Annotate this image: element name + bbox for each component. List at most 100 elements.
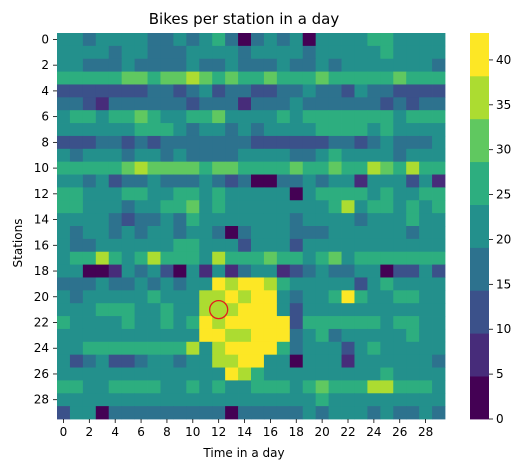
heatmap-cell <box>160 406 174 420</box>
heatmap-cell <box>367 97 381 111</box>
heatmap-cell <box>225 174 239 188</box>
heatmap-cell <box>212 33 226 47</box>
heatmap-cell <box>289 161 304 175</box>
heatmap-cell <box>354 71 368 85</box>
heatmap-cell <box>121 328 135 343</box>
heatmap-cell <box>186 380 200 394</box>
heatmap-cell <box>315 406 329 420</box>
heatmap-cell <box>354 84 368 98</box>
heatmap-cell <box>276 97 291 111</box>
heatmap-cell <box>328 341 342 356</box>
heatmap-cell <box>367 187 381 201</box>
heatmap-cell <box>238 84 252 98</box>
heatmap-cell <box>419 251 433 265</box>
heatmap-cell <box>354 213 368 227</box>
colorbar-band <box>470 161 489 205</box>
heatmap-cell <box>419 200 433 214</box>
heatmap-cell <box>238 71 252 85</box>
heatmap-cell <box>134 213 148 227</box>
heatmap-cell <box>354 303 368 317</box>
heatmap-cell <box>432 71 446 85</box>
heatmap-cell <box>160 97 174 111</box>
heatmap-cell <box>147 123 161 137</box>
heatmap-cell <box>160 135 174 150</box>
heatmap-cell <box>69 45 84 60</box>
heatmap-cell <box>238 277 252 291</box>
heatmap-cell <box>251 316 265 330</box>
heatmap-cell <box>380 174 394 188</box>
heatmap-cell <box>225 354 239 368</box>
heatmap-cell <box>134 380 148 394</box>
heatmap-cell <box>419 406 433 420</box>
heatmap-cell <box>147 226 161 240</box>
heatmap-cell <box>251 110 265 124</box>
heatmap-cell <box>406 123 420 137</box>
heatmap-cell <box>276 238 291 253</box>
heatmap-cell <box>82 33 97 47</box>
heatmap-cell <box>69 354 84 368</box>
heatmap-cell <box>121 341 135 356</box>
heatmap-cell <box>160 264 174 278</box>
heatmap-cell <box>354 33 368 47</box>
colorbar-band <box>470 33 489 77</box>
heatmap-cell <box>251 251 265 265</box>
heatmap-cell <box>108 135 123 150</box>
heatmap-cell <box>173 393 187 407</box>
heatmap-cell <box>108 354 123 368</box>
heatmap-cell <box>406 316 420 330</box>
heatmap-cell <box>225 123 239 137</box>
heatmap-cell <box>173 238 187 253</box>
heatmap-cell <box>432 277 446 291</box>
heatmap-cell <box>251 380 265 394</box>
colorbar-tick-label: 5 <box>496 367 504 381</box>
heatmap-cell <box>393 213 407 227</box>
heatmap-cell <box>419 148 433 163</box>
heatmap-cell <box>302 123 317 137</box>
heatmap-cell <box>108 174 123 188</box>
heatmap-cell <box>432 393 446 407</box>
heatmap-cell <box>57 174 71 188</box>
heatmap-cell <box>276 135 291 150</box>
heatmap-cell <box>315 277 329 291</box>
heatmap-cell <box>393 303 407 317</box>
colorbar-band <box>470 290 489 334</box>
heatmap-cell <box>276 303 291 317</box>
heatmap-cells <box>57 33 446 420</box>
heatmap-cell <box>160 33 174 47</box>
heatmap-cell <box>432 84 446 98</box>
heatmap-cell <box>341 161 355 175</box>
heatmap-cell <box>199 110 213 124</box>
heatmap-cell <box>108 226 123 240</box>
y-tick-label: 14 <box>34 213 49 227</box>
heatmap-cell <box>173 33 187 47</box>
heatmap-cell <box>406 354 420 368</box>
heatmap-cell <box>186 264 200 278</box>
heatmap-cell <box>251 393 265 407</box>
heatmap-cell <box>276 277 291 291</box>
heatmap-cell <box>134 226 148 240</box>
heatmap-cell <box>276 187 291 201</box>
heatmap-cell <box>380 367 394 381</box>
heatmap-cell <box>302 328 317 343</box>
heatmap-cell <box>69 238 84 253</box>
heatmap-cell <box>108 161 123 175</box>
heatmap-cell <box>419 238 433 253</box>
heatmap-cell <box>225 200 239 214</box>
heatmap-cell <box>225 316 239 330</box>
heatmap-cell <box>315 135 329 150</box>
heatmap-cell <box>186 135 200 150</box>
heatmap-cell <box>212 393 226 407</box>
heatmap-cell <box>212 328 226 343</box>
heatmap-cell <box>432 341 446 356</box>
heatmap-cell <box>186 200 200 214</box>
heatmap-cell <box>199 354 213 368</box>
heatmap-cell <box>95 238 110 253</box>
heatmap-cell <box>108 277 123 291</box>
heatmap-cell <box>341 328 355 343</box>
heatmap-cell <box>238 380 252 394</box>
heatmap-cell <box>354 380 368 394</box>
heatmap-cell <box>212 123 226 137</box>
heatmap-cell <box>263 123 278 137</box>
heatmap-cell <box>199 97 213 111</box>
heatmap-cell <box>147 341 161 356</box>
